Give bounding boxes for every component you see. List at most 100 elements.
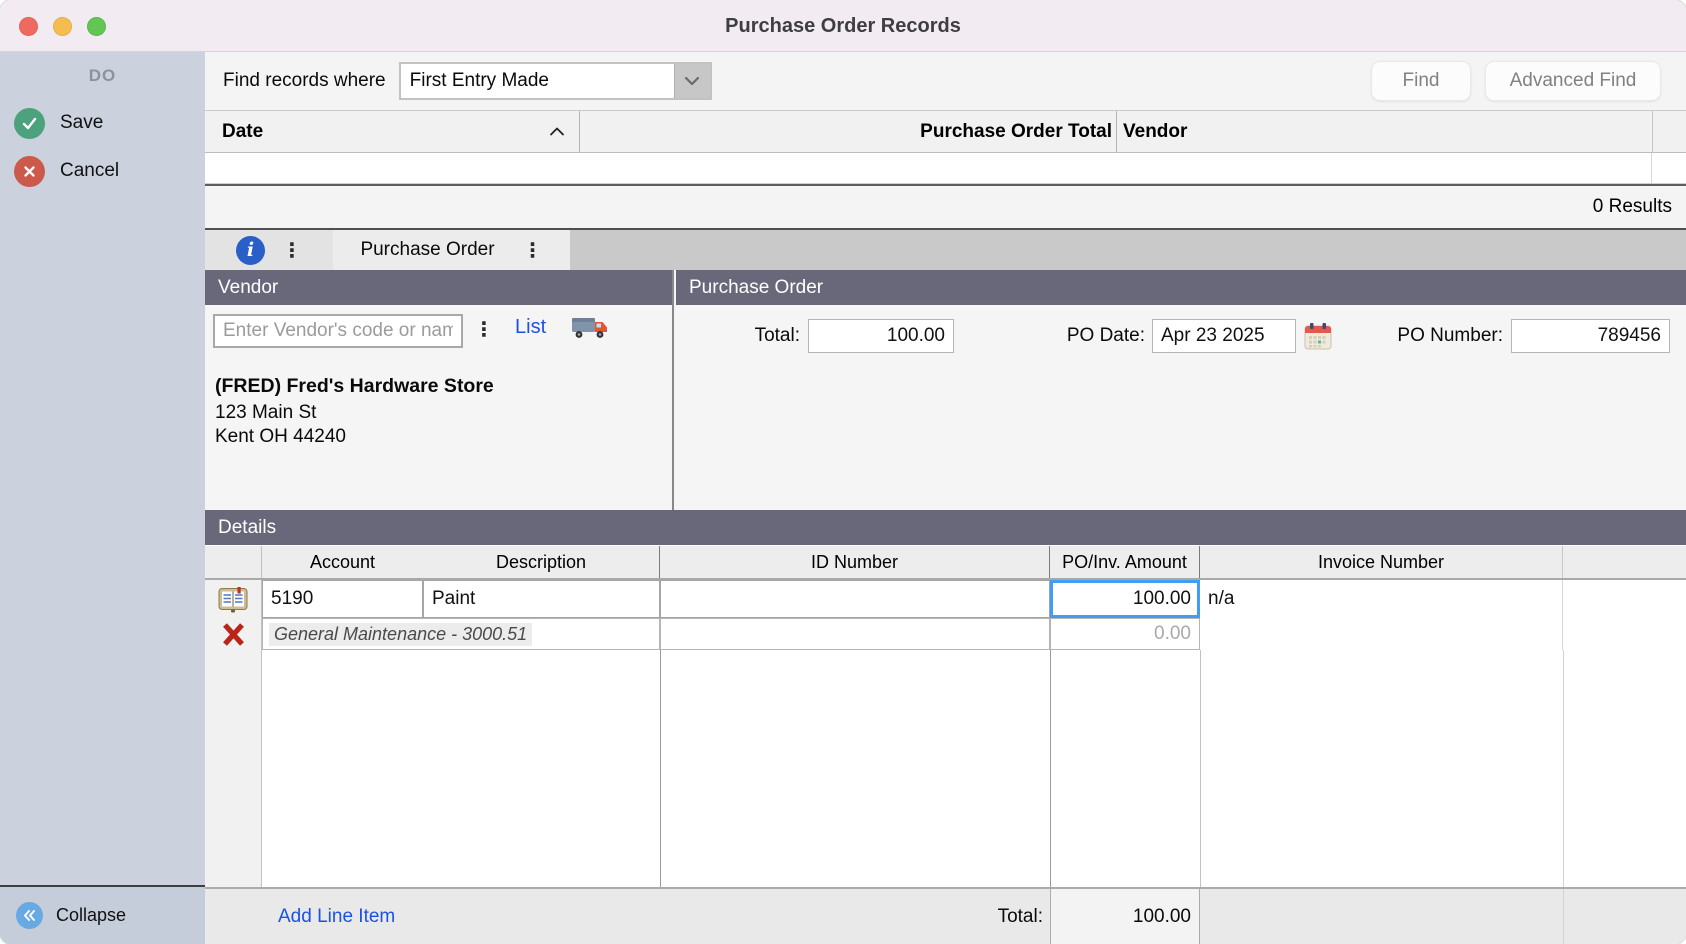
purchase-order-fields-row: Total: PO Date: bbox=[676, 318, 1686, 354]
purchase-order-panel: Purchase Order Total: PO Date: bbox=[676, 270, 1686, 510]
add-line-item-link[interactable]: Add Line Item bbox=[278, 906, 396, 927]
cancel-x-icon bbox=[14, 155, 45, 187]
results-column-vendor[interactable]: Vendor bbox=[1117, 111, 1652, 152]
details-column-invoice-number: Invoice Number bbox=[1200, 546, 1563, 578]
results-header-stub bbox=[1652, 111, 1686, 152]
zoom-window-button[interactable] bbox=[87, 17, 106, 36]
details-body-divider bbox=[1050, 650, 1051, 887]
po-number-input[interactable] bbox=[1511, 319, 1670, 353]
po-total-label: Total: bbox=[754, 325, 800, 346]
details-table-header: Account Description ID Number PO/Inv. Am… bbox=[205, 546, 1686, 580]
info-icon[interactable]: i bbox=[236, 235, 265, 265]
find-field-dropdown[interactable]: First Entry Made bbox=[398, 62, 712, 100]
details-column-po-inv-amount: PO/Inv. Amount bbox=[1050, 546, 1200, 578]
vendor-kebab-menu-icon[interactable]: ⋮ bbox=[474, 317, 494, 341]
results-row-stub-divider bbox=[1651, 153, 1652, 183]
details-body-icon-column bbox=[205, 650, 262, 887]
tab-purchase-order[interactable]: Purchase Order ⋮ bbox=[333, 230, 570, 270]
results-count: 0 Results bbox=[1592, 196, 1672, 217]
details-total-value: 100.00 bbox=[1050, 889, 1200, 944]
minimize-window-button[interactable] bbox=[53, 17, 72, 36]
vendor-panel-body: ⋮ List (FRED) Fred's Hardware Store 123 … bbox=[205, 305, 672, 510]
find-button[interactable]: Find bbox=[1371, 61, 1471, 101]
details-header-spacer bbox=[1563, 546, 1686, 578]
kebab-menu-icon[interactable]: ⋮ bbox=[282, 238, 302, 262]
details-panel: Details Account Description ID Number PO… bbox=[205, 510, 1686, 944]
details-column-account: Account bbox=[309, 551, 376, 572]
results-column-date[interactable]: Date bbox=[205, 111, 580, 152]
account-detail-row: General Maintenance - 3000.51 0.00 bbox=[205, 618, 1686, 650]
delete-row-icon[interactable] bbox=[205, 618, 262, 650]
delivery-truck-icon[interactable] bbox=[571, 315, 609, 346]
calendar-icon[interactable] bbox=[1302, 320, 1334, 357]
collapse-sidebar-button[interactable]: Collapse bbox=[0, 887, 205, 944]
find-field-dropdown-value: First Entry Made bbox=[409, 70, 549, 91]
vendor-list-link[interactable]: List bbox=[515, 316, 547, 338]
save-button-label: Save bbox=[60, 112, 104, 133]
account-detail-text: General Maintenance - 3000.51 bbox=[269, 622, 533, 646]
save-button[interactable]: Save bbox=[0, 104, 205, 142]
results-column-po-total[interactable]: Purchase Order Total bbox=[580, 111, 1117, 152]
account-detail-invoice-cell bbox=[1200, 618, 1563, 650]
po-date-input[interactable] bbox=[1152, 319, 1296, 353]
cancel-button[interactable]: Cancel bbox=[0, 152, 205, 190]
po-date-label: PO Date: bbox=[1066, 325, 1145, 346]
purchase-order-panel-body: Total: PO Date: bbox=[676, 305, 1686, 510]
record-info-tile: i ⋮ bbox=[205, 230, 333, 270]
results-column-vendor-label: Vendor bbox=[1123, 120, 1188, 142]
vendor-panel-title: Vendor bbox=[205, 270, 672, 305]
vendor-panel: Vendor ⋮ List (FRED) Fred's Hardware Sto… bbox=[205, 270, 674, 510]
po-number-label: PO Number: bbox=[1397, 325, 1503, 346]
close-window-button[interactable] bbox=[19, 17, 38, 36]
account-detail-row-spacer bbox=[1563, 618, 1686, 650]
save-check-icon bbox=[14, 107, 45, 139]
account-detail-cell: General Maintenance - 3000.51 bbox=[262, 618, 660, 650]
details-total-label: Total: bbox=[997, 906, 1043, 927]
line-item-row-spacer bbox=[1563, 580, 1686, 618]
details-body-divider bbox=[1200, 650, 1201, 887]
results-table-header: Date Purchase Order Total Vendor bbox=[205, 110, 1686, 153]
sort-ascending-icon[interactable] bbox=[549, 127, 565, 136]
advanced-find-button[interactable]: Advanced Find bbox=[1485, 61, 1661, 101]
details-body-divider bbox=[1563, 650, 1564, 887]
title-bar: Purchase Order Records bbox=[0, 0, 1686, 52]
results-bottom-divider bbox=[205, 184, 1686, 186]
details-icon-column-header bbox=[205, 546, 262, 578]
account-detail-id-cell bbox=[660, 618, 1050, 650]
details-footer-divider bbox=[1563, 889, 1564, 944]
line-item-row: 5190 Paint 100.00 n/a bbox=[205, 580, 1686, 618]
tab-kebab-menu-icon[interactable]: ⋮ bbox=[522, 238, 543, 262]
line-item-description-field[interactable]: Paint bbox=[423, 580, 660, 618]
ledger-book-icon[interactable] bbox=[205, 580, 262, 618]
collapse-label: Collapse bbox=[56, 905, 127, 925]
double-chevron-left-icon bbox=[16, 902, 43, 929]
details-column-description: Description bbox=[423, 546, 660, 578]
purchase-order-panel-title: Purchase Order bbox=[676, 270, 1686, 305]
line-item-invoice-number-field[interactable]: n/a bbox=[1200, 580, 1563, 618]
details-column-id-number: ID Number bbox=[660, 546, 1050, 578]
window-title: Purchase Order Records bbox=[725, 15, 961, 37]
po-total-input[interactable] bbox=[808, 319, 954, 353]
vendor-name: (FRED) Fred's Hardware Store bbox=[215, 375, 494, 397]
vendor-search-input[interactable] bbox=[213, 314, 463, 348]
find-records-where-label: Find records where bbox=[223, 70, 386, 91]
sidebar-divider bbox=[0, 885, 205, 887]
details-body-divider bbox=[660, 650, 661, 887]
sidebar: DO Save Cancel Collapse bbox=[0, 52, 205, 944]
line-item-account-field[interactable]: 5190 bbox=[262, 580, 423, 618]
results-empty-row bbox=[205, 153, 1686, 184]
details-footer: Add Line Item Total: 100.00 bbox=[205, 887, 1686, 944]
sidebar-heading: DO bbox=[88, 66, 117, 85]
details-table-body bbox=[205, 650, 1686, 887]
find-bar: Find records where First Entry Made Find… bbox=[205, 52, 1686, 110]
vendor-address-line1: 123 Main St bbox=[215, 402, 317, 423]
line-item-id-number-field[interactable] bbox=[660, 580, 1050, 618]
chevron-down-icon[interactable] bbox=[673, 64, 710, 98]
line-item-amount-field-focused[interactable]: 100.00 bbox=[1050, 580, 1200, 618]
vendor-address-line2: Kent OH 44240 bbox=[215, 426, 346, 447]
results-column-date-label: Date bbox=[222, 120, 264, 142]
details-panel-title: Details bbox=[205, 510, 1686, 545]
results-column-po-total-label: Purchase Order Total bbox=[920, 120, 1112, 142]
record-tab-bar: i ⋮ Purchase Order ⋮ bbox=[205, 228, 1686, 270]
